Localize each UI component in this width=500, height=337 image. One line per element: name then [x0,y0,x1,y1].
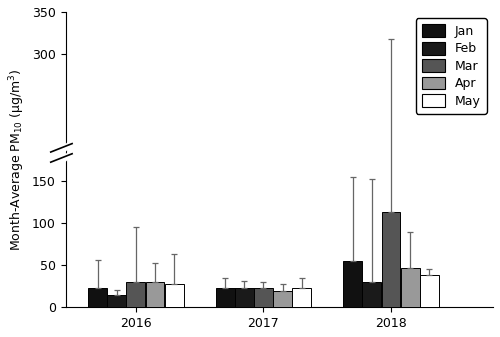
Bar [165,284,184,307]
Legend: Jan, Feb, Mar, Apr, May: Jan, Feb, Mar, Apr, May [416,18,487,114]
Bar [382,212,400,307]
Bar [420,275,438,307]
Bar [401,268,419,307]
Bar [108,295,126,307]
Bar [126,282,145,307]
Bar [254,288,273,307]
Bar [216,288,234,307]
Bar [88,288,107,307]
Bar [292,288,311,307]
Y-axis label: Month-Average PM$_{10}$ (μg/m$^3$): Month-Average PM$_{10}$ (μg/m$^3$) [7,68,26,251]
Bar [235,288,254,307]
Bar [362,282,381,307]
Bar [146,282,165,307]
Bar [273,291,292,307]
Bar [344,261,362,307]
